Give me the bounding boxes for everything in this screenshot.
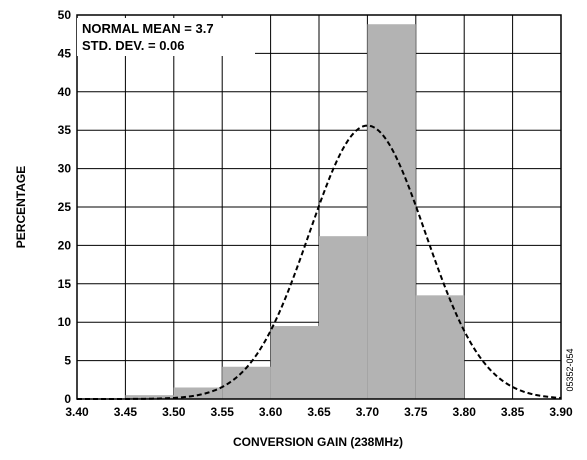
figure-code: 05352-054	[565, 348, 575, 391]
x-tick-label: 3.45	[114, 405, 138, 419]
stats-annotation: NORMAL MEAN = 3.7 STD. DEV. = 0.06	[77, 18, 255, 56]
histogram-bar	[415, 295, 465, 399]
histogram-bar	[270, 326, 319, 399]
x-tick-label: 3.65	[307, 405, 331, 419]
plot-frame	[76, 14, 562, 400]
x-tick-label: 3.50	[162, 405, 186, 419]
histogram-bar	[173, 387, 223, 399]
x-tick-label: 3.55	[211, 405, 235, 419]
y-tick-label: 5	[64, 354, 71, 368]
x-axis-title: CONVERSION GAIN (238MHz)	[233, 435, 403, 449]
x-tick-label: 3.85	[501, 405, 525, 419]
histogram-bar	[319, 236, 368, 399]
histogram-bar	[125, 395, 174, 399]
y-tick-labels: 0 5 10 15 20 25 30 35 40 45 50	[58, 8, 72, 406]
std-dev-label: STD. DEV. = 0.06	[82, 38, 185, 53]
y-tick-label: 50	[58, 8, 72, 22]
y-tick-label: 35	[58, 123, 72, 137]
x-tick-label: 3.75	[404, 405, 428, 419]
x-tick-label: 3.90	[549, 405, 573, 419]
x-tick-label: 3.40	[65, 405, 89, 419]
histogram-bar	[367, 24, 416, 399]
x-tick-label: 3.70	[356, 405, 380, 419]
plot-border	[76, 14, 562, 400]
y-tick-label: 45	[58, 46, 72, 60]
y-tick-label: 10	[58, 315, 72, 329]
y-tick-label: 40	[58, 85, 72, 99]
x-tick-label: 3.80	[453, 405, 477, 419]
y-tick-label: 20	[58, 238, 72, 252]
y-tick-label: 15	[58, 277, 72, 291]
bars	[125, 24, 465, 399]
y-tick-label: 30	[58, 162, 72, 176]
y-tick-label: 25	[58, 200, 72, 214]
x-tick-label: 3.60	[259, 405, 283, 419]
x-tick-labels: 3.40 3.45 3.50 3.55 3.60 3.65 3.70 3.75 3.80 3.85…	[65, 405, 573, 419]
y-tick-label: 0	[64, 392, 71, 406]
stats-annotation-background	[77, 18, 255, 56]
normal-mean-label: NORMAL MEAN = 3.7	[82, 21, 214, 36]
y-axis-title: PERCENTAGE	[14, 166, 28, 248]
